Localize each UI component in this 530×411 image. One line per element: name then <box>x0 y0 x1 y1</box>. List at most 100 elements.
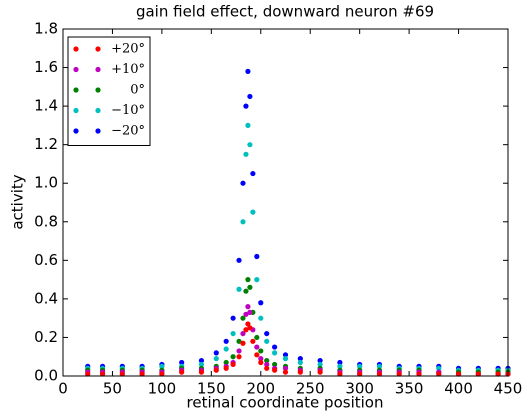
point <box>258 315 264 321</box>
point <box>396 371 402 377</box>
point <box>245 68 251 75</box>
point <box>272 344 278 350</box>
point <box>258 356 264 362</box>
point <box>198 361 205 368</box>
point <box>264 365 270 371</box>
point <box>223 346 229 352</box>
point <box>250 338 256 344</box>
point <box>198 369 205 375</box>
y-tick-label: 1.0 <box>34 174 58 192</box>
y-tick-label: 0.6 <box>34 251 58 269</box>
point <box>198 357 205 364</box>
legend-marker <box>73 66 79 73</box>
point <box>99 371 106 377</box>
point <box>282 352 289 358</box>
x-tick-label: 300 <box>345 380 374 398</box>
point <box>254 334 260 341</box>
point <box>223 338 229 344</box>
point <box>243 151 249 157</box>
point <box>337 363 343 369</box>
point <box>272 367 278 373</box>
point <box>245 122 251 128</box>
point <box>240 340 246 346</box>
legend-marker <box>73 87 79 93</box>
legend-marker <box>95 128 101 134</box>
point <box>475 371 481 377</box>
x-tick-label: 350 <box>395 380 424 398</box>
point <box>230 330 236 337</box>
y-tick-label: 1.2 <box>34 135 58 153</box>
point <box>236 286 242 292</box>
legend-marker <box>95 66 101 73</box>
x-tick-label: 150 <box>197 380 226 398</box>
legend-marker <box>73 107 79 114</box>
point <box>223 359 229 366</box>
legend-label: +20° <box>111 42 145 57</box>
point <box>436 365 442 371</box>
legend-marker <box>95 107 101 114</box>
y-tick-label: 1.8 <box>34 20 58 38</box>
point <box>240 219 246 225</box>
point <box>230 315 236 321</box>
point <box>317 357 323 364</box>
x-tick-label: 400 <box>444 380 473 398</box>
legend-label: −10° <box>111 103 145 118</box>
point <box>297 356 303 362</box>
x-tick-label: 250 <box>296 380 325 398</box>
x-tick-label: 50 <box>103 380 122 398</box>
point <box>357 363 363 369</box>
legend-marker <box>95 87 101 93</box>
point <box>243 288 249 294</box>
point <box>337 359 343 366</box>
point <box>254 277 260 283</box>
y-axis-label: activity <box>9 174 27 229</box>
point <box>436 371 442 377</box>
point <box>213 356 219 362</box>
point <box>247 325 253 331</box>
legend-box <box>67 36 151 146</box>
point <box>258 300 264 306</box>
y-tick-label: 0.8 <box>34 212 58 230</box>
point <box>282 369 289 375</box>
point <box>245 277 251 283</box>
y-tick-label: 1.6 <box>34 58 58 76</box>
legend-marker <box>95 46 101 52</box>
point <box>264 338 270 344</box>
point <box>247 309 253 315</box>
point <box>159 371 165 377</box>
point <box>240 315 246 321</box>
point <box>179 369 185 375</box>
point <box>495 371 501 377</box>
point <box>337 371 343 377</box>
point <box>213 350 219 356</box>
point <box>455 371 462 377</box>
point <box>376 363 383 369</box>
point <box>282 365 289 371</box>
point <box>119 371 125 377</box>
point <box>258 348 264 354</box>
point <box>282 356 289 362</box>
point <box>236 354 242 360</box>
point <box>230 361 236 368</box>
point <box>213 367 219 373</box>
point <box>376 371 383 377</box>
point <box>254 253 260 260</box>
point <box>264 357 270 364</box>
point <box>139 371 145 377</box>
point <box>264 330 270 337</box>
point <box>243 311 249 317</box>
point <box>250 170 256 177</box>
point <box>243 327 249 333</box>
point <box>247 93 253 100</box>
x-tick-label: 450 <box>494 380 523 398</box>
point <box>240 180 246 186</box>
point <box>317 361 323 368</box>
point <box>357 371 363 377</box>
point <box>272 361 278 368</box>
legend-label: +10° <box>111 62 145 77</box>
x-tick-label: 100 <box>148 380 177 398</box>
point <box>245 321 251 327</box>
point <box>159 363 165 369</box>
x-tick-label: 0 <box>58 380 68 398</box>
